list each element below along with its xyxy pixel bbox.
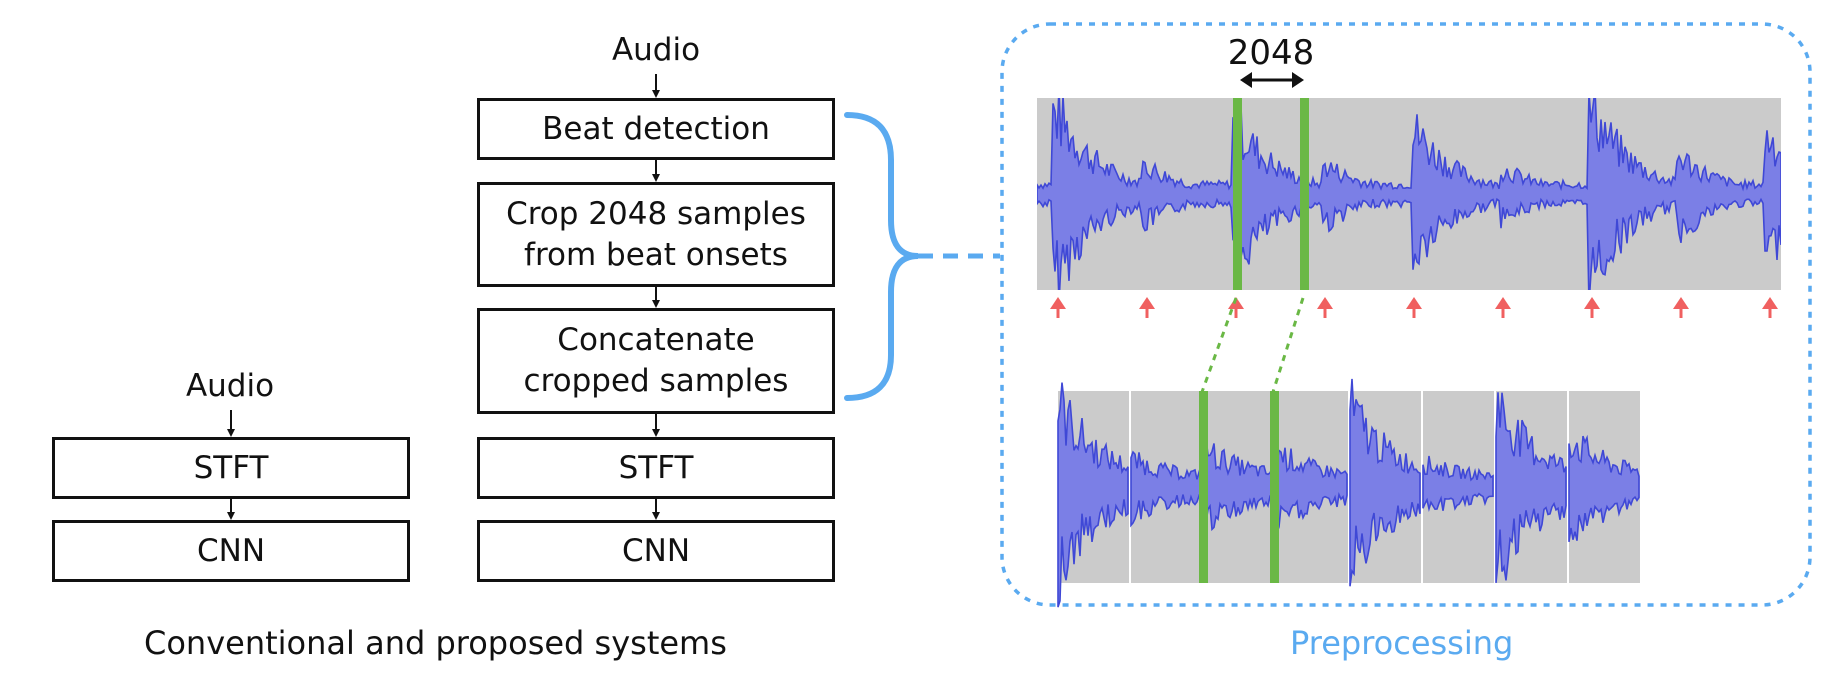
beat-onset-arrow [1139, 297, 1155, 318]
proposed-stft-label: STFT [618, 449, 694, 486]
beat-onset-arrow [1495, 297, 1511, 318]
crop-mapping-line [1200, 297, 1238, 393]
segment-waveform [1495, 392, 1567, 583]
segment-waveform [1057, 382, 1129, 608]
beat-onset-arrow [1050, 297, 1066, 318]
cropped-segment [1057, 382, 1129, 608]
beat-onset-arrow [1406, 297, 1422, 318]
beat-onset-arrow [1228, 297, 1244, 318]
segment-waveform [1276, 447, 1348, 533]
proposed-cnn-box: CNN [477, 520, 835, 582]
crop-samples-box: Crop 2048 samples from beat onsets [477, 182, 835, 287]
crop-samples-line-2: from beat onsets [524, 236, 788, 273]
cropped-segment [1349, 378, 1421, 587]
concatenated-segments [1057, 378, 1640, 608]
preprocessing-caption: Preprocessing [1290, 624, 1514, 662]
concatenate-box: Concatenate cropped samples [477, 308, 835, 414]
systems-caption: Conventional and proposed systems [144, 624, 727, 662]
crop-window-end-marker [1300, 98, 1309, 290]
segment-waveform [1568, 434, 1640, 543]
concatenate-line-1: Concatenate [557, 322, 755, 358]
cropped-segment [1568, 391, 1640, 583]
cropped-segment [1276, 391, 1348, 583]
cropped-segment [1130, 391, 1202, 583]
cropped-segment [1495, 391, 1567, 583]
conventional-cnn-label: CNN [196, 532, 266, 569]
proposed-audio-label: Audio [611, 32, 701, 68]
window-size-label: 2048 [1228, 33, 1315, 73]
window-size-arrow [1240, 72, 1304, 88]
mapped-crop-marker [1270, 391, 1279, 583]
flow-arrows [227, 74, 660, 520]
crop-window-start-marker [1233, 98, 1242, 290]
full-waveform [1037, 98, 1781, 290]
beat-detection-label: Beat detection [542, 110, 770, 147]
cropped-segment [1422, 391, 1494, 583]
beat-detection-box: Beat detection [477, 98, 835, 160]
beat-onset-markers [1050, 297, 1778, 318]
conventional-cnn-box: CNN [52, 520, 410, 582]
beat-onset-arrow [1762, 297, 1778, 318]
segment-waveform [1349, 378, 1421, 587]
crop-samples-line-1: Crop 2048 samples [506, 195, 806, 232]
beat-onset-arrow [1317, 297, 1333, 318]
conventional-stft-box: STFT [52, 437, 410, 499]
beat-onset-arrow [1584, 297, 1600, 318]
cropped-segment [1203, 391, 1275, 583]
preprocessing-panel [1000, 22, 1812, 607]
conventional-audio-label: Audio [185, 368, 275, 404]
segment-waveform [1422, 455, 1494, 513]
conventional-stft-label: STFT [193, 449, 269, 486]
concatenate-line-2: cropped samples [523, 363, 789, 399]
crop-mapping-line [1271, 297, 1305, 393]
proposed-stft-box: STFT [477, 437, 835, 499]
mapped-crop-marker [1199, 391, 1208, 583]
grouping-brace [844, 112, 919, 401]
beat-onset-arrow [1673, 297, 1689, 318]
proposed-cnn-label: CNN [621, 532, 691, 569]
